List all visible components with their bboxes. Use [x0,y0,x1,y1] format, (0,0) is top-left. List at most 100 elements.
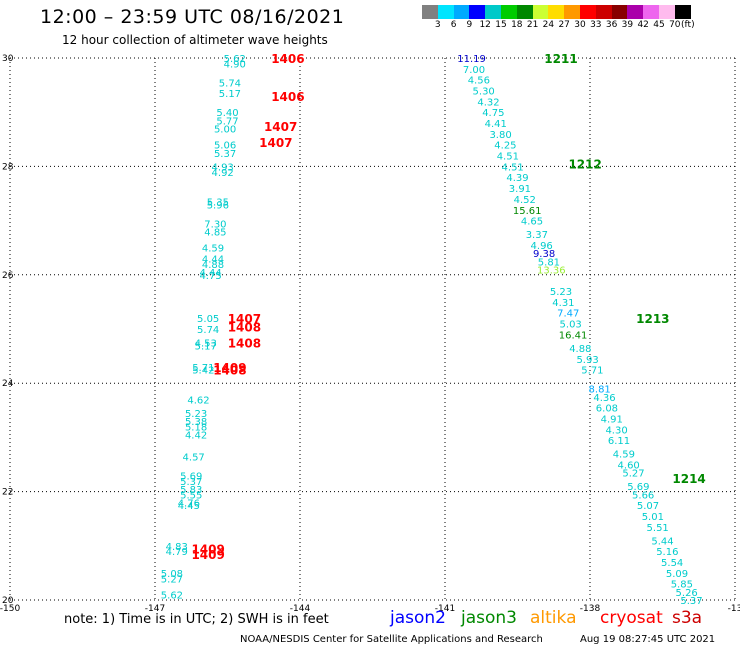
color-scale-label: 30 [574,20,586,30]
wave-height-value: 4.51 [502,162,524,173]
wave-height-value: 5.07 [637,501,659,512]
color-scale-label: 70 [669,20,681,30]
wave-height-value: 4.51 [497,152,519,163]
wave-height-value: 4.52 [514,195,536,206]
color-scale-bar [422,5,691,19]
y-tick-label: 20 [2,596,14,606]
wave-height-value: 5.83 [180,485,202,496]
legend-item-jason3: jason3 [461,608,517,628]
wave-height-value: 5.71 [192,363,214,374]
wave-height-value: 5.17 [195,341,217,352]
legend-item-jason2: jason2 [390,608,446,628]
wave-height-value: 5.06 [214,141,236,152]
x-tick-label: -144 [290,604,311,614]
wave-height-value: 5.27 [622,469,644,480]
color-swatch [627,5,644,19]
wave-height-value: 7.47 [557,309,579,320]
track-label: 1408 [228,320,261,334]
wave-height-value: 4.79 [166,547,188,558]
wave-height-value: 15.61 [513,206,542,217]
wave-height-value: 5.42 [192,366,214,377]
wave-height-value: 5.00 [214,124,236,135]
color-swatch [516,5,533,19]
legend-item-altika: altika [530,608,577,628]
color-scale-label: 18 [511,20,523,30]
wave-height-value: 5.26 [676,588,698,599]
wave-height-value: 6.08 [596,404,618,415]
wave-height-value: 5.37 [680,596,702,607]
wave-height-value: 5.16 [656,547,678,558]
wave-height-value: 4.91 [601,414,623,425]
y-tick-label: 28 [2,162,14,172]
wave-height-value: 4.85 [204,227,226,238]
wave-height-value: 4.45 [178,501,200,512]
wave-height-value: 5.51 [647,523,669,534]
x-tick-label: -150 [0,604,20,614]
wave-height-value: 4.90 [224,59,246,70]
wave-height-value: 4.42 [185,431,207,442]
page-title: 12:00 – 23:59 UTC 08/16/2021 [40,6,345,28]
wave-height-value: 5.18 [185,423,207,434]
wave-height-value: 4.44 [202,255,224,266]
wave-height-value: 13.36 [537,265,566,276]
color-scale-label: 21 [526,20,539,30]
x-tick-label: -13 [728,604,740,614]
wave-height-value: 5.35 [207,198,229,209]
track-label: 1214 [672,472,705,486]
units-note: note: 1) Time is in UTC; 2) SWH is in fe… [64,612,329,627]
track-label: 1406 [271,52,304,66]
wave-height-value: 4.62 [187,395,209,406]
color-swatch [485,5,501,19]
color-swatch [453,5,470,19]
color-scale-label: 42 [637,20,649,30]
wave-height-value: 4.88 [202,260,224,271]
wave-height-value: 4.92 [212,168,234,179]
wave-height-value: 4.30 [605,425,627,436]
wave-height-value: 5.96 [207,200,229,211]
color-scale-label: 15 [495,20,507,30]
wave-height-value: 5.05 [197,314,219,325]
wave-height-value: 4.41 [485,119,507,130]
wave-height-value: 3.80 [489,130,511,141]
wave-height-value: 7.00 [463,65,485,76]
wave-height-value: 5.55 [180,490,202,501]
wave-height-value: 5.09 [666,569,688,580]
wave-height-value: 4.59 [202,244,224,255]
color-scale-label: 3 [434,20,441,30]
wave-height-value: 4.31 [552,298,574,309]
color-scale-label: 39 [621,20,634,30]
wave-height-value: 5.38 [185,417,207,428]
y-tick-label: 26 [2,271,14,281]
track-label: 1409 [191,548,224,562]
color-swatch [564,5,580,19]
color-scale-labels: 3 6 9 12 15 18 21 24 27 30 33 36 39 42 45 70 (ft) [422,20,740,34]
color-scale-label: 24 [542,20,555,30]
wave-height-value: 4.75 [482,108,504,119]
wave-height-value: 4.65 [521,217,543,228]
y-tick-label: 30 [2,54,14,64]
track-label: 1213 [636,312,669,326]
page-subtitle: 12 hour collection of altimeter wave hei… [62,33,328,47]
color-swatch [579,5,596,19]
wave-height-value: 4.83 [166,542,188,553]
wave-height-value: 5.30 [473,87,495,98]
wave-height-value: 4.88 [569,344,591,355]
wave-height-value: 5.03 [560,320,582,331]
track-label: 1408 [228,337,261,351]
wave-height-value: 5.85 [671,580,693,591]
track-label: 1407 [228,312,261,326]
legend-item-s3a: s3a [672,608,703,628]
color-scale-label: 45 [653,20,665,30]
wave-height-value: 5.62 [224,54,246,65]
color-swatch [532,5,549,19]
color-swatch [643,5,659,19]
wave-height-value: 16.41 [559,330,588,341]
wave-height-value: 4.93 [212,162,234,173]
wave-height-value: 4.76 [178,498,200,509]
wave-height-value: 3.37 [526,230,548,241]
x-tick-label: -141 [435,604,455,614]
color-swatch [500,5,517,19]
color-scale-unit: (ft) [681,20,695,30]
color-swatch [658,5,675,19]
track-label: 1211 [544,52,577,66]
